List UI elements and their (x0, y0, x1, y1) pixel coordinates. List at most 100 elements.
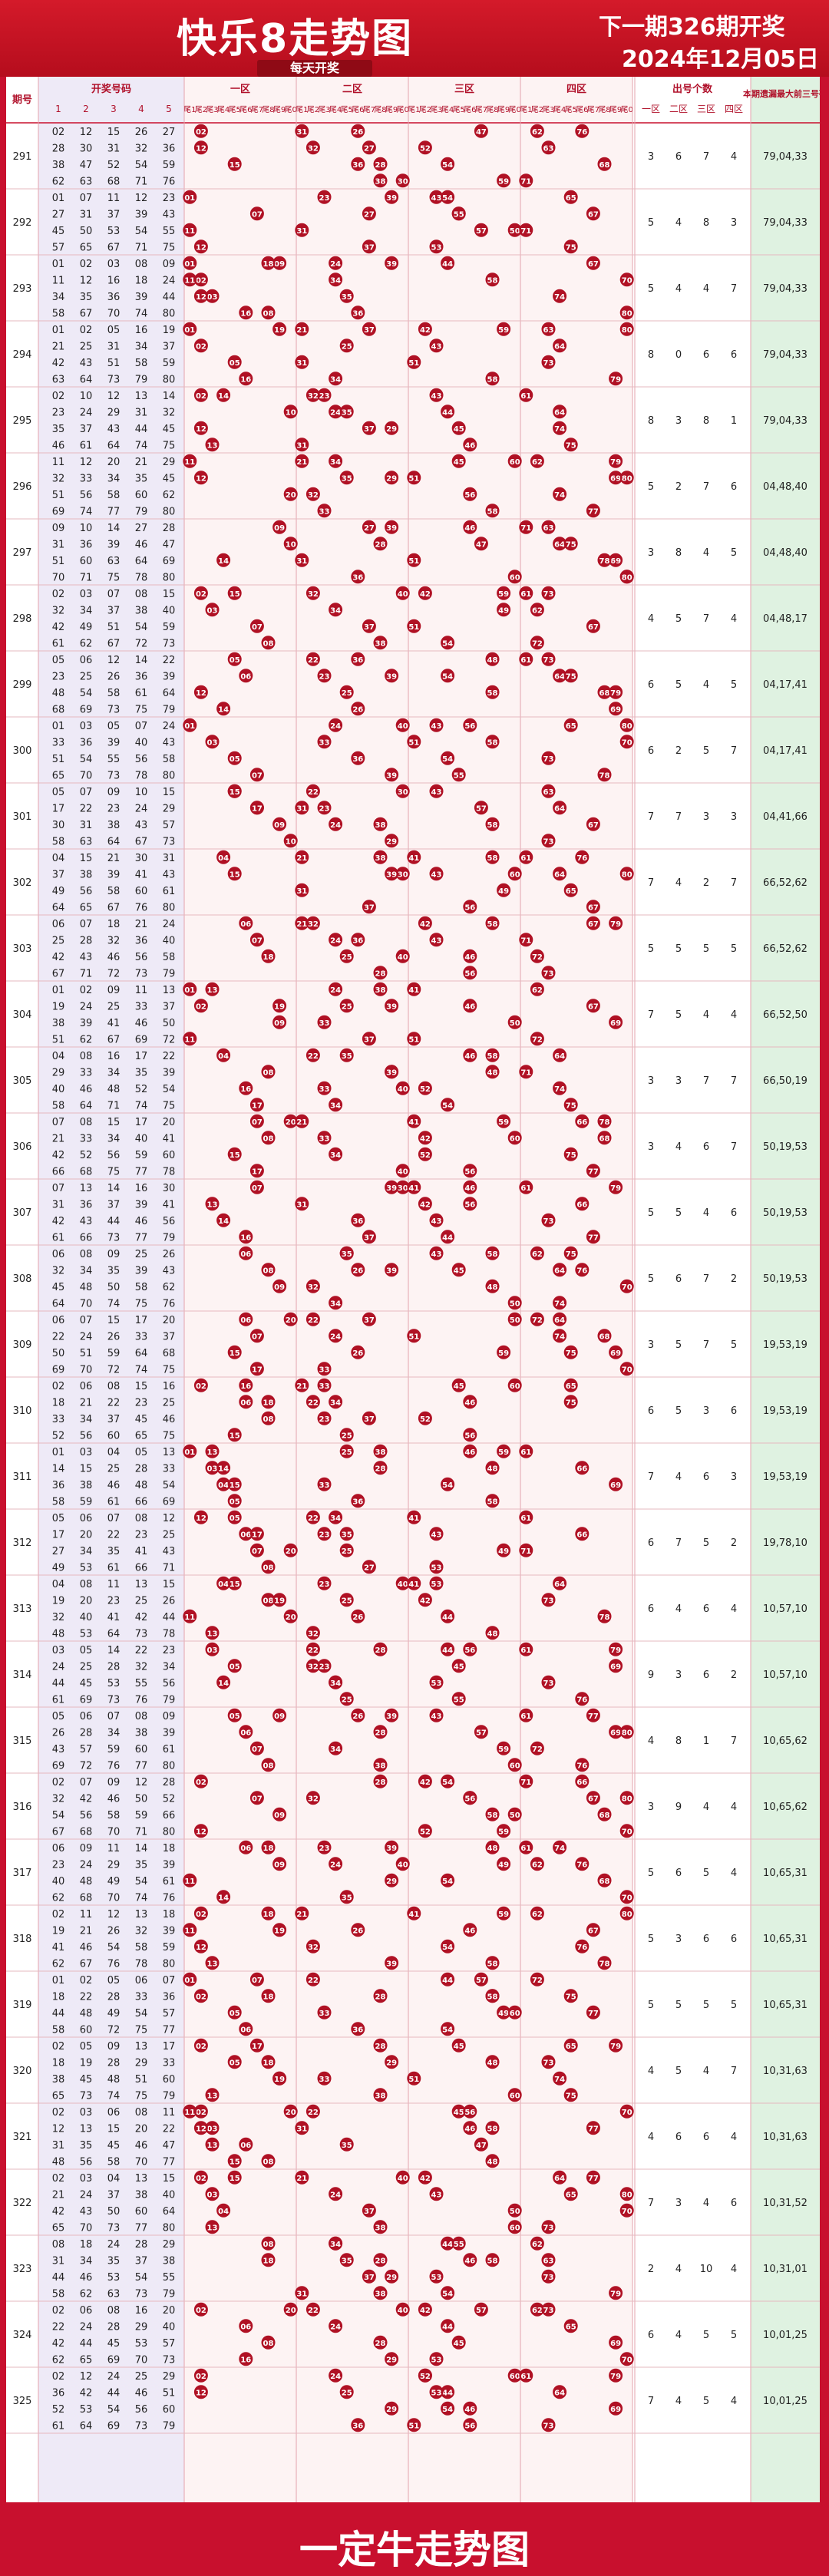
drawn-ball-label: 18 (263, 1399, 274, 1407)
winning-number: 72 (107, 1364, 121, 1376)
drawn-ball-label: 51 (408, 359, 419, 368)
winning-number: 29 (163, 2239, 176, 2251)
winning-number: 24 (80, 1001, 93, 1012)
winning-number: 48 (80, 1876, 93, 1887)
drawn-ball-label: 22 (308, 2109, 319, 2117)
drawn-ball-label: 62 (532, 2307, 543, 2315)
winning-number: 54 (52, 1810, 65, 1821)
drawn-ball (463, 1197, 477, 1211)
zone-count: 3 (648, 1141, 654, 1153)
drawn-ball (373, 817, 388, 831)
winning-number: 24 (80, 1331, 93, 1342)
drawn-ball (306, 1279, 320, 1293)
drawn-ball-label: 48 (487, 1068, 498, 1077)
drawn-ball (485, 1048, 500, 1062)
drawn-ball-label: 50 (510, 2208, 520, 2216)
drawn-ball-label: 43 (431, 788, 442, 797)
drawn-ball-label: 02 (196, 2109, 206, 2117)
drawn-ball (329, 405, 343, 419)
drawn-ball-label: 70 (622, 2208, 632, 2216)
drawn-ball-label: 21 (296, 920, 307, 929)
zone-count: 5 (675, 679, 682, 691)
drawn-ball-label: 69 (610, 2406, 621, 2414)
drawn-ball (429, 190, 444, 204)
winning-number: 34 (135, 341, 148, 352)
winning-number: 62 (80, 638, 93, 649)
drawn-ball (586, 916, 600, 930)
drawn-ball-label: 40 (398, 1861, 408, 1869)
drawn-ball-label: 41 (408, 986, 419, 995)
issue-number: 321 (13, 2132, 32, 2143)
drawn-ball-label: 38 (375, 1762, 386, 1770)
drawn-ball (407, 1329, 421, 1343)
winning-number: 64 (52, 1298, 65, 1309)
drawn-ball-label: 28 (375, 540, 386, 549)
drawn-ball-label: 36 (352, 309, 363, 318)
drawn-ball-label: 20 (286, 491, 296, 500)
zone-count: 7 (703, 481, 709, 493)
missing-numbers: 66,52,50 (763, 1009, 808, 1021)
zone-count: 5 (648, 1273, 654, 1285)
drawn-ball-label: 21 (296, 458, 307, 467)
drawn-ball-label: 15 (230, 1349, 240, 1358)
drawn-ball-label: 02 (196, 590, 206, 599)
winning-number: 02 (52, 589, 65, 600)
winning-number: 58 (107, 688, 121, 699)
drawn-ball (541, 1213, 556, 1227)
drawn-ball (272, 322, 287, 336)
drawn-ball-label: 13 (207, 2142, 218, 2150)
zone-count: 7 (675, 811, 682, 823)
drawn-ball (507, 1015, 522, 1029)
winning-number: 53 (107, 1678, 121, 1689)
winning-number: 18 (52, 1397, 65, 1409)
drawn-ball (407, 355, 421, 369)
drawn-ball (239, 1378, 253, 1392)
zone-count: 5 (675, 2000, 682, 2011)
issue-number: 319 (13, 2000, 32, 2011)
winning-number: 35 (135, 473, 148, 484)
issue-number: 303 (13, 943, 32, 955)
drawn-ball-label: 61 (520, 1448, 531, 1457)
winning-number: 30 (52, 820, 65, 831)
winning-number: 33 (52, 1414, 65, 1425)
drawn-ball (597, 1131, 612, 1145)
winning-col-header: 3 (111, 104, 117, 114)
drawn-ball-label: 06 (240, 2026, 251, 2034)
drawn-ball-label: 59 (498, 590, 509, 599)
winning-number: 03 (80, 1447, 93, 1458)
drawn-ball (306, 1312, 320, 1326)
winning-number: 25 (80, 1661, 93, 1673)
winning-number: 13 (135, 2041, 148, 2053)
winning-number: 36 (163, 1991, 176, 2003)
drawn-ball-label: 22 (308, 1316, 319, 1325)
drawn-ball (586, 1164, 600, 1178)
daily-draw-badge: 每天开奖 (257, 60, 372, 77)
drawn-ball-label: 51 (408, 557, 419, 566)
drawn-ball-label: 58 (487, 1993, 498, 2001)
winning-number: 54 (135, 2008, 148, 2020)
drawn-ball-label: 21 (296, 854, 307, 863)
drawn-ball-label: 07 (252, 623, 263, 632)
zone-count: 5 (731, 2330, 737, 2341)
winning-number: 67 (52, 1826, 65, 1838)
drawn-ball (429, 1246, 444, 1260)
winning-number: 50 (80, 226, 93, 237)
issue-number: 293 (13, 283, 32, 295)
winning-number: 54 (135, 226, 148, 237)
drawn-ball-label: 69 (610, 474, 621, 483)
winning-number: 30 (163, 1183, 176, 1194)
winning-number: 28 (163, 523, 176, 534)
drawn-ball-label: 24 (330, 722, 341, 731)
winning-number: 79 (163, 2288, 176, 2300)
tail-header: 尾6 (352, 105, 364, 114)
drawn-ball-label: 67 (588, 920, 599, 929)
tail-header: 尾8 (486, 105, 498, 114)
drawn-ball-label: 18 (263, 953, 274, 962)
drawn-ball-label: 26 (352, 1712, 363, 1721)
winning-number: 08 (80, 1051, 93, 1062)
winning-number: 73 (135, 968, 148, 979)
zone-count: 4 (648, 1735, 654, 1747)
winning-number: 59 (163, 358, 176, 369)
drawn-ball-label: 38 (375, 1448, 386, 1457)
drawn-ball (183, 223, 197, 237)
